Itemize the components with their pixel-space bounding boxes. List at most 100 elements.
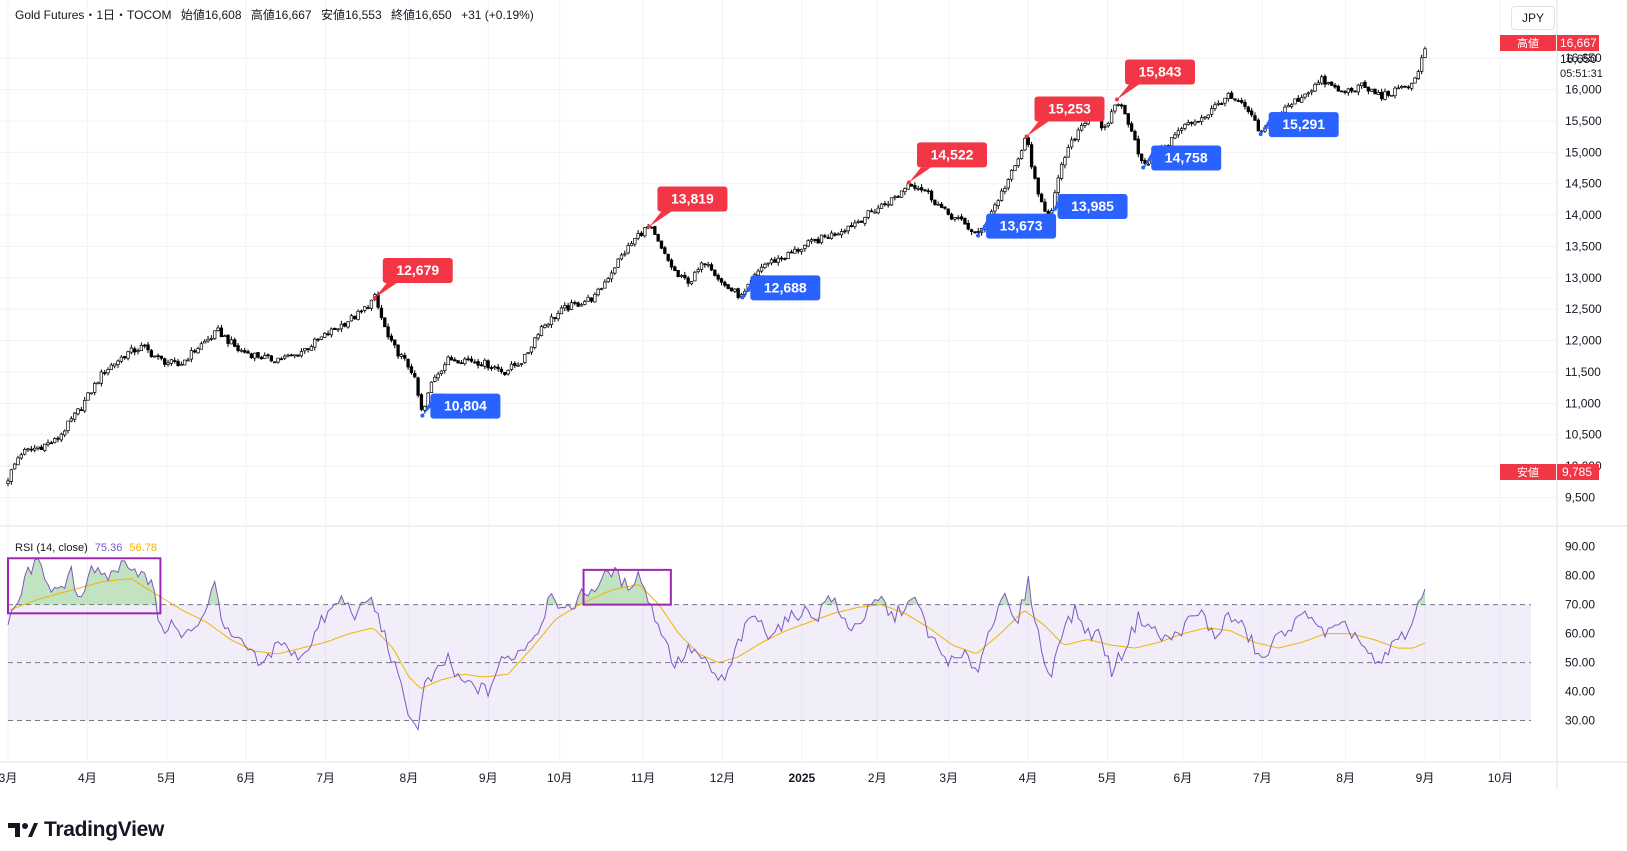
time-tick-label: 10月 <box>547 771 572 785</box>
candle-body <box>386 326 390 338</box>
tradingview-logo[interactable]: TradingView <box>8 818 164 842</box>
candle-body <box>393 339 397 346</box>
high-badge-label-bg <box>1500 35 1556 51</box>
candle-body <box>423 405 427 411</box>
candle-body <box>1023 137 1027 151</box>
marker-pointer <box>374 282 397 298</box>
candle-body <box>429 381 434 393</box>
rsi-highlight-box <box>7 557 162 615</box>
candle-body <box>759 266 764 272</box>
candle-body <box>793 248 797 254</box>
candle-body <box>509 363 514 370</box>
candle-body <box>1236 100 1240 102</box>
candle-body <box>663 247 667 254</box>
candle-body <box>659 240 664 249</box>
candle-body <box>93 383 97 393</box>
rsi-tick-label: 90.00 <box>1565 540 1595 554</box>
candle-body <box>1333 84 1337 88</box>
candle-body <box>329 328 334 336</box>
candle-body <box>249 353 254 358</box>
candle-body <box>269 355 274 362</box>
candle-body <box>936 203 940 206</box>
ohlc-open: 始値16,608 <box>180 8 242 22</box>
candle-body <box>1303 93 1307 98</box>
candle-body <box>576 302 580 307</box>
candle-body <box>1393 87 1397 97</box>
candle-body <box>853 222 857 227</box>
candle-body <box>1036 177 1040 195</box>
candle-body <box>66 420 70 431</box>
marker-box <box>657 186 728 212</box>
candle-body <box>416 377 420 396</box>
candle-body <box>1420 57 1424 72</box>
candle-body <box>206 338 210 342</box>
candle-body <box>186 359 190 362</box>
candle-body <box>456 360 460 364</box>
candle-body <box>636 233 640 239</box>
candle-body <box>19 454 23 459</box>
candle-body <box>1013 165 1017 172</box>
candle-body <box>1396 87 1400 90</box>
candle-body <box>1069 139 1074 148</box>
candle-body <box>523 353 527 363</box>
rsi-pane[interactable] <box>7 557 1531 731</box>
candle-body <box>1059 163 1064 179</box>
time-tick-label: 2025 <box>788 771 815 785</box>
candle-body <box>559 307 564 315</box>
candle-body <box>733 288 737 292</box>
candle-body <box>1226 92 1230 99</box>
candle-body <box>109 364 114 370</box>
candle-body <box>833 233 837 236</box>
candle-body <box>1066 147 1070 158</box>
candle-body <box>229 339 234 345</box>
candle-body <box>1129 123 1134 132</box>
price-tick-label: 10,500 <box>1565 428 1602 442</box>
candle-body <box>689 281 694 285</box>
symbol-title[interactable]: Gold Futures・1日・TOCOM <box>15 8 172 22</box>
time-tick-label: 9月 <box>479 771 498 785</box>
candle-body <box>806 240 810 247</box>
candle-body <box>1203 116 1207 119</box>
candle-body <box>1353 90 1357 93</box>
candle-body <box>443 364 447 371</box>
candle-body <box>76 408 80 415</box>
candle-body <box>679 275 684 277</box>
currency-button[interactable]: JPY <box>1511 6 1555 30</box>
candle-body <box>289 354 294 357</box>
candle-body <box>1213 104 1217 109</box>
candle-body <box>383 317 387 328</box>
candle-body <box>476 361 480 366</box>
candle-body <box>63 430 67 436</box>
ohlc-change: +31 (+0.19%) <box>461 8 534 22</box>
candle-body <box>453 359 457 362</box>
rsi-tick-label: 60.00 <box>1565 627 1595 641</box>
candle-body <box>993 204 997 212</box>
candle-body <box>1063 157 1067 166</box>
candle-body <box>296 354 300 357</box>
candle-body <box>1189 122 1194 124</box>
rsi-ma-value: 56.78 <box>129 542 157 554</box>
marker-pointer <box>909 167 932 183</box>
candle-body <box>1283 106 1287 113</box>
candle-body <box>1206 114 1210 119</box>
candle-body <box>843 230 847 233</box>
candle-body <box>949 213 954 220</box>
marker-pointer <box>649 211 672 227</box>
candle-body <box>1183 123 1187 129</box>
candle-body <box>369 299 374 309</box>
candle-body <box>779 257 784 260</box>
candle-body <box>243 350 247 353</box>
marker-label: 13,985 <box>1071 198 1114 214</box>
marker-label: 15,843 <box>1139 63 1182 79</box>
candle-body <box>263 355 267 359</box>
candle-body <box>776 257 780 263</box>
candle-body <box>1186 122 1190 125</box>
candle-body <box>1029 144 1034 168</box>
candle-body <box>136 350 140 352</box>
rsi-legend[interactable]: RSI (14, close) 75.36 56.78 <box>15 542 157 554</box>
candle-body <box>539 326 544 336</box>
marker-box <box>1268 112 1339 138</box>
rsi-highlight-box <box>582 568 672 606</box>
candle-body <box>1079 124 1084 131</box>
